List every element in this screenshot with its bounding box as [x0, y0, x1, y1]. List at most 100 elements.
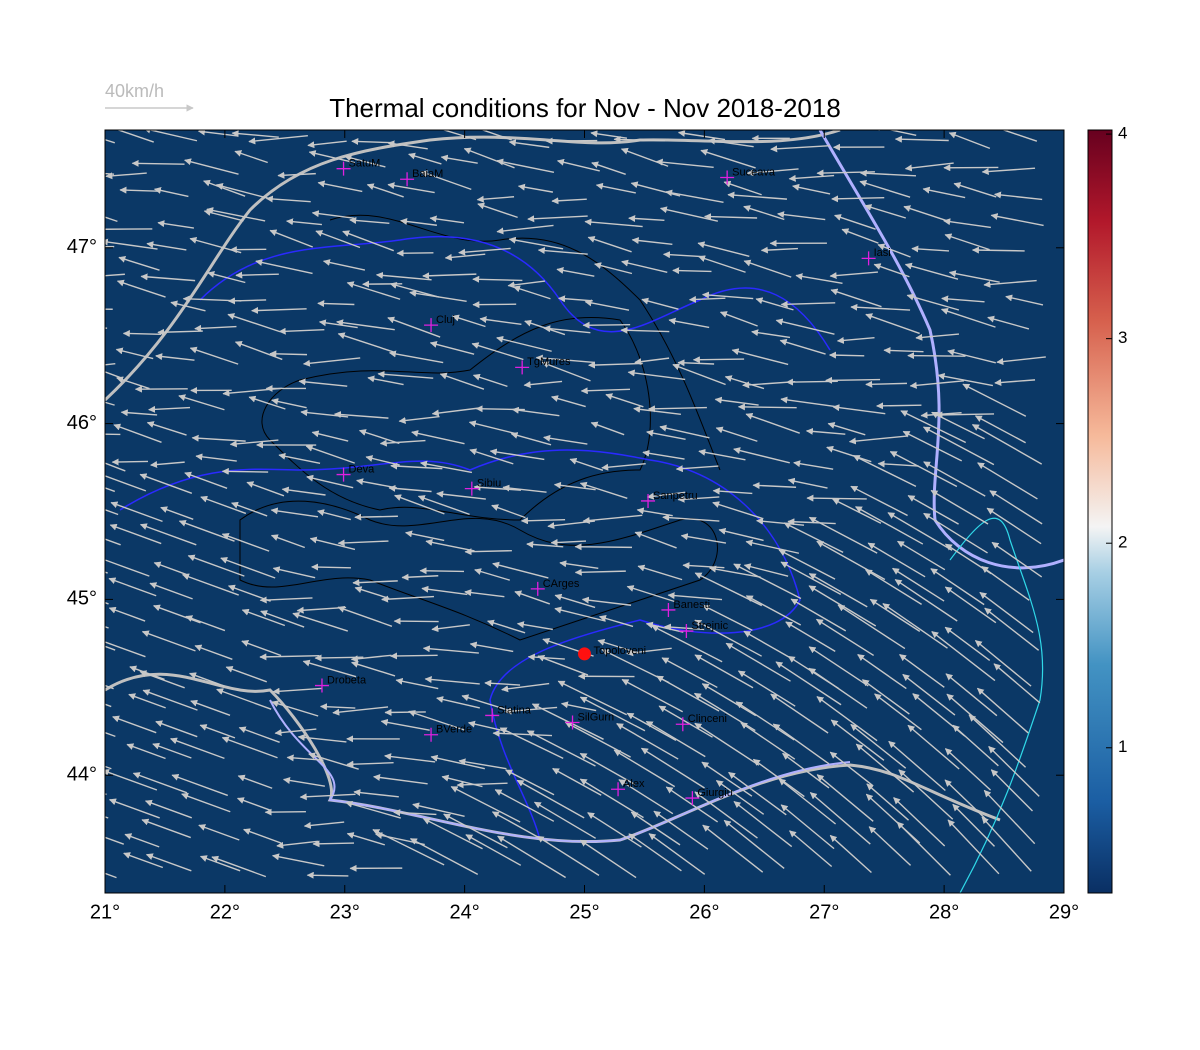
wind-arrow — [700, 148, 756, 169]
wind-arrow — [146, 241, 187, 251]
wind-arrow — [199, 855, 241, 872]
wind-arrow — [248, 395, 286, 410]
wind-arrow — [422, 817, 483, 850]
wind-arrow — [109, 523, 162, 545]
wind-arrow — [380, 718, 430, 731]
wind-arrow — [472, 301, 517, 309]
wind-arrow — [981, 566, 1030, 601]
wind-arrow — [641, 297, 679, 310]
wind-arrow — [157, 220, 195, 229]
wind-arrow — [160, 506, 194, 520]
wind-arrow — [394, 494, 445, 515]
wind-arrow — [902, 673, 956, 716]
wind-arrow — [305, 444, 355, 464]
wind-arrow — [520, 517, 566, 525]
highlight-label: Topoloveni — [594, 645, 647, 657]
wind-arrow — [468, 420, 518, 435]
wind-arrow — [225, 665, 267, 683]
wind-arrow — [873, 130, 917, 137]
wind-arrow — [116, 130, 154, 143]
wind-arrow — [971, 423, 1043, 465]
wind-arrow — [400, 218, 437, 226]
wind-arrow — [579, 696, 646, 732]
wind-arrow — [805, 427, 846, 435]
wind-arrow — [431, 407, 479, 417]
wind-arrow — [829, 834, 872, 873]
wind-arrow — [221, 467, 269, 475]
wind-arrow — [227, 297, 267, 305]
wind-arrow — [120, 409, 158, 417]
wind-arrow — [303, 821, 345, 829]
wind-arrow — [613, 749, 676, 788]
wind-arrow — [642, 449, 685, 460]
wind-arrow — [317, 300, 355, 308]
wind-arrow — [588, 361, 643, 369]
wind-arrow — [105, 538, 121, 546]
wind-arrow — [590, 130, 628, 139]
wind-arrow — [894, 135, 949, 143]
wind-arrow — [501, 682, 550, 693]
x-tick-label: 26° — [689, 901, 719, 923]
wind-arrow — [974, 639, 1032, 687]
wind-arrow — [701, 291, 754, 300]
wind-arrow — [286, 218, 322, 226]
wind-arrow — [346, 832, 386, 846]
wind-arrow — [808, 516, 878, 554]
wind-arrow — [105, 245, 115, 248]
wind-arrow — [907, 352, 966, 360]
wind-arrow — [723, 180, 762, 196]
wind-arrow — [105, 401, 115, 406]
wind-arrow — [865, 569, 922, 605]
wind-arrow — [216, 688, 272, 710]
wind-arrow — [419, 567, 465, 575]
wind-arrow — [883, 346, 924, 354]
wind-arrow — [496, 335, 552, 352]
wind-arrow — [574, 568, 626, 576]
wind-arrow — [523, 380, 563, 389]
wind-arrow — [514, 590, 551, 605]
wind-arrow — [278, 452, 321, 464]
wind-arrow — [782, 752, 830, 789]
wind-arrow — [772, 723, 830, 765]
wind-arrow — [536, 835, 600, 876]
wind-arrow — [775, 661, 842, 706]
wind-arrow — [227, 313, 280, 333]
wind-arrow — [123, 852, 164, 869]
wind-arrow — [587, 235, 632, 253]
station-label: Giurgiu — [697, 787, 732, 799]
wind-arrow — [620, 326, 670, 334]
wind-arrow — [105, 731, 116, 738]
wind-arrow — [816, 774, 874, 822]
wind-arrow — [387, 316, 441, 338]
wind-arrow — [582, 514, 643, 524]
wind-arrow — [859, 169, 917, 177]
station-label: BaiaM — [412, 168, 443, 180]
wind-arrow — [422, 645, 479, 654]
wind-arrow — [139, 670, 185, 689]
wind-arrow — [281, 486, 326, 496]
wind-arrow — [621, 259, 668, 274]
wind-arrow — [888, 740, 946, 792]
wind-arrow — [146, 421, 187, 436]
wind-arrow — [471, 342, 524, 361]
wind-arrow — [307, 140, 347, 149]
wind-arrow — [677, 359, 715, 367]
map-background — [105, 130, 1064, 893]
colorbar — [1087, 129, 1113, 894]
wind-arrow — [618, 779, 674, 815]
wind-arrow — [111, 458, 149, 466]
wind-arrow — [714, 396, 759, 406]
wind-arrow — [492, 561, 549, 579]
wind-arrow — [790, 598, 847, 632]
wind-arrow — [345, 800, 401, 819]
wind-arrow — [502, 484, 547, 493]
wind-arrow — [200, 495, 247, 515]
wind-arrow — [795, 273, 843, 285]
wind-arrow — [816, 696, 878, 742]
x-tick-label: 28° — [929, 901, 959, 923]
x-tick-label: 29° — [1049, 901, 1079, 923]
wind-arrow — [155, 720, 198, 738]
wind-arrow — [272, 566, 316, 579]
wind-arrow — [760, 246, 798, 254]
wind-arrow — [780, 396, 835, 408]
